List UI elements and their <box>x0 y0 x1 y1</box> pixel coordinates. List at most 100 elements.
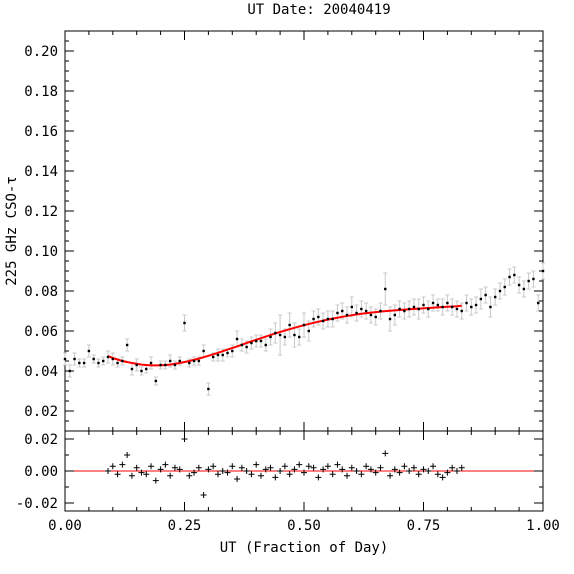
residual-point <box>210 463 217 470</box>
residual-point <box>243 468 250 474</box>
data-point <box>431 301 435 305</box>
data-point <box>441 305 444 309</box>
residual-point <box>329 471 336 478</box>
residual-point <box>305 463 312 470</box>
residual-point <box>334 461 341 468</box>
residual-point <box>367 466 374 473</box>
residual-point <box>191 469 198 476</box>
residual-point <box>186 472 193 479</box>
data-point <box>393 313 397 317</box>
fit-curve-group <box>107 304 462 367</box>
data-point <box>465 301 468 305</box>
residual-point-group <box>105 436 465 498</box>
residual-point <box>171 464 178 471</box>
data-point <box>503 285 506 289</box>
main-y-axis-label: 225 GHz CSO-τ <box>4 176 20 286</box>
data-point <box>479 297 483 301</box>
residual-point <box>453 468 460 474</box>
residual-point <box>224 469 231 476</box>
data-point <box>312 317 315 321</box>
residual-point <box>372 469 379 476</box>
data-point <box>188 361 191 365</box>
data-point <box>379 309 382 313</box>
residual-point <box>310 464 317 471</box>
data-point <box>498 289 502 293</box>
residual-point <box>286 471 293 478</box>
data-point <box>106 355 110 359</box>
data-point <box>73 357 76 361</box>
data-point <box>235 337 239 341</box>
residual-point <box>344 472 351 479</box>
data-point <box>102 359 105 363</box>
residual-point <box>391 466 398 473</box>
residual-point <box>382 450 389 457</box>
y-tick-label: 0.06 <box>24 324 58 340</box>
residual-point <box>320 466 327 473</box>
data-point <box>183 321 186 325</box>
data-point <box>427 307 430 311</box>
data-point <box>231 349 234 353</box>
data-point <box>178 359 181 363</box>
x-tick-label: 1.00 <box>526 518 560 534</box>
residual-point <box>248 471 255 478</box>
residual-point <box>353 468 360 474</box>
residual-point <box>262 466 269 473</box>
data-point <box>288 323 291 327</box>
residual-point <box>176 466 183 473</box>
residual-point <box>272 474 279 481</box>
fit-curve <box>107 304 462 367</box>
data-point <box>341 309 344 313</box>
data-point <box>302 323 306 327</box>
data-point <box>78 361 81 365</box>
data-point <box>149 361 153 365</box>
residual-point <box>128 472 135 479</box>
residual-point <box>143 471 150 478</box>
data-point <box>154 379 158 383</box>
y-tick-label: 0.04 <box>24 364 58 380</box>
data-point <box>513 273 516 277</box>
data-point <box>470 305 473 309</box>
data-point <box>326 317 330 321</box>
data-point <box>350 305 353 309</box>
data-point <box>446 301 449 305</box>
data-point <box>130 367 134 371</box>
data-point <box>355 311 358 315</box>
residual-point <box>200 492 207 498</box>
data-point <box>369 313 373 317</box>
residual-point <box>138 469 145 476</box>
data-point <box>450 305 454 309</box>
data-point <box>460 309 463 313</box>
residual-point <box>415 471 422 478</box>
data-point <box>388 317 392 321</box>
residual-point <box>410 464 417 471</box>
data-point <box>202 349 205 353</box>
data-point <box>474 303 478 307</box>
data-point <box>269 335 272 339</box>
residual-point <box>315 474 322 481</box>
residual-plot-panel: 0.02 0.00 -0.02 0.00 0.25 0.50 0.75 1.00 UT (Fr… <box>16 430 560 556</box>
data-point <box>140 369 143 373</box>
data-point <box>298 335 301 339</box>
data-point <box>111 357 114 361</box>
y-tick-label: 0.10 <box>24 244 58 260</box>
data-point <box>527 279 530 283</box>
x-tick-label: 0.25 <box>168 518 202 534</box>
data-point <box>345 313 349 317</box>
residual-point <box>124 452 131 458</box>
data-point <box>317 315 320 319</box>
data-point <box>63 357 67 361</box>
data-point <box>494 295 497 299</box>
residual-point <box>219 468 226 474</box>
data-point <box>331 317 334 321</box>
y-tick-label: 0.20 <box>24 44 58 60</box>
data-point <box>173 363 177 367</box>
resid-y-tick-label: -0.02 <box>16 496 58 512</box>
data-point <box>384 287 387 291</box>
residual-point <box>167 472 174 479</box>
x-axis-label: UT (Fraction of Day) <box>220 540 389 556</box>
data-point <box>240 343 244 347</box>
residual-point <box>458 464 465 471</box>
resid-y-tick-label: 0.02 <box>24 432 58 448</box>
data-point <box>422 303 425 307</box>
